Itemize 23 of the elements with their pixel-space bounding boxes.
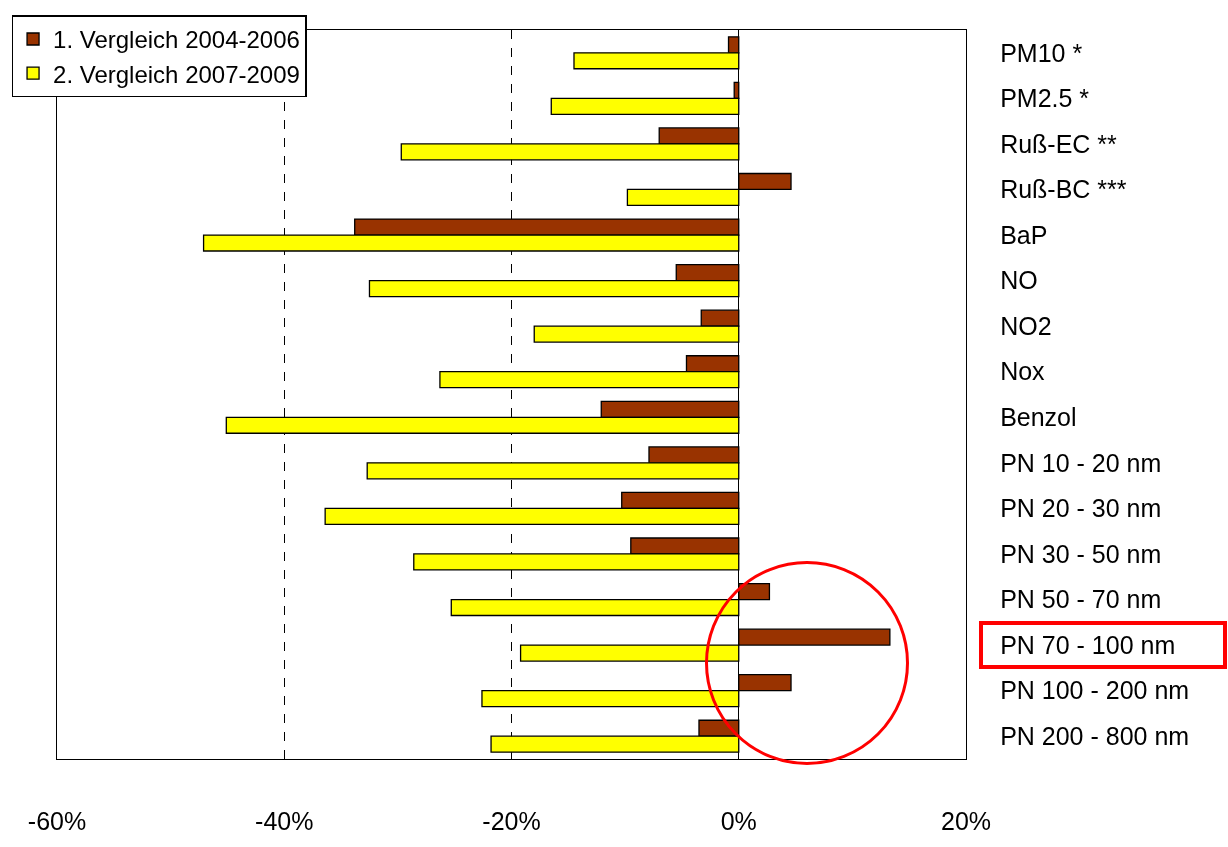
y-tick-label: PN 20 - 30 nm [1000, 494, 1162, 523]
y-tick-label: PM2.5 * [1000, 84, 1090, 113]
y-tick-label: PN 100 - 200 nm [1000, 676, 1190, 705]
x-tick-label: 0% [720, 807, 757, 836]
y-tick-label: PN 50 - 70 nm [1000, 585, 1162, 614]
y-tick-label: Ruß-BC *** [1000, 175, 1127, 204]
legend-label: 1. Vergleich 2004-2006 [53, 26, 300, 54]
x-tick-label: -20% [482, 807, 541, 836]
x-tick-label: -60% [27, 807, 87, 836]
x-tick-label: 20% [940, 807, 992, 836]
y-tick-label: NO [1000, 266, 1038, 295]
y-tick-label: Nox [1000, 357, 1046, 386]
x-tick-label: -40% [255, 807, 314, 836]
y-tick-label: PN 10 - 20 nm [1000, 448, 1162, 477]
y-tick-label: Benzol [1000, 403, 1077, 432]
legend-label: 2. Vergleich 2007-2009 [53, 60, 300, 88]
y-tick-label: Ruß-EC ** [1000, 129, 1118, 158]
y-tick-label: BaP [1000, 220, 1048, 249]
y-tick-label: PN 30 - 50 nm [1000, 539, 1162, 568]
y-tick-label: NO2 [1000, 311, 1052, 340]
y-tick-label: PM10 * [1000, 38, 1083, 67]
y-tick-label: PN 200 - 800 nm [1000, 721, 1190, 750]
y-tick-label: PN 70 - 100 nm [1000, 630, 1176, 659]
